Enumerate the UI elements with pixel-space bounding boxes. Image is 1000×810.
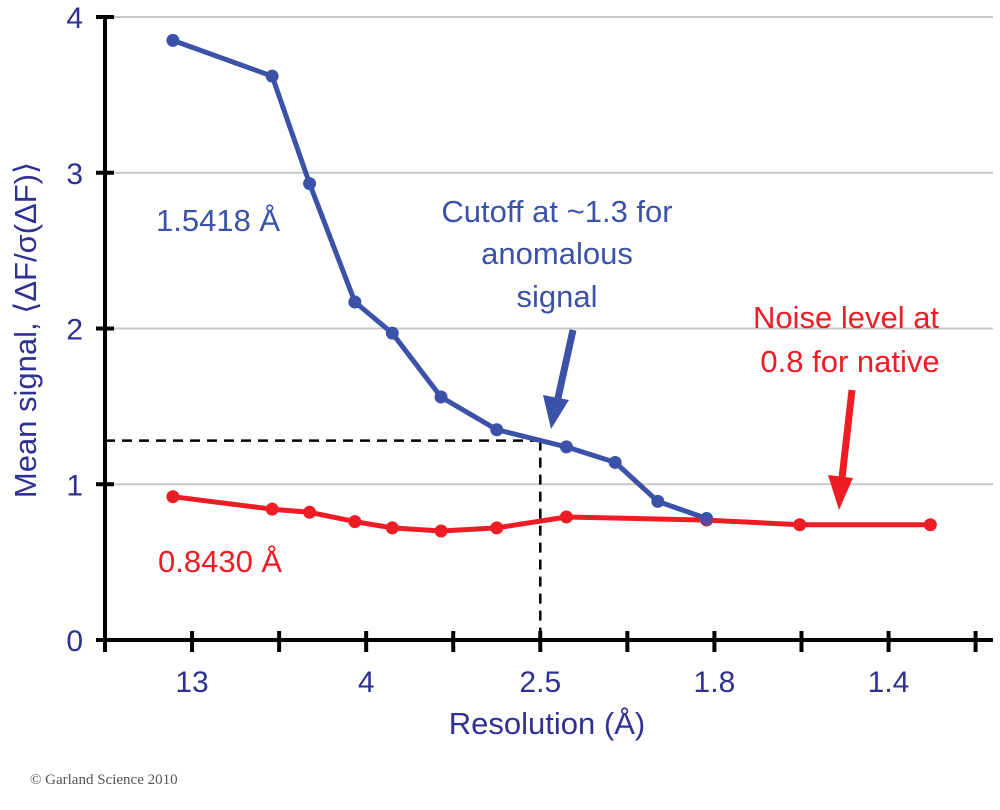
series-point-1-5418--1 xyxy=(265,69,279,83)
series-point-1-5418--3 xyxy=(348,295,362,309)
blue-series-label: 1.5418 Å xyxy=(156,203,280,238)
series-line-0-8430- xyxy=(170,494,933,534)
series-point-1-5418--2 xyxy=(303,177,317,191)
x-tick-label-4: 4 xyxy=(358,666,375,699)
y-tick-label-0: 0 xyxy=(66,625,83,658)
series-point-1-5418--7 xyxy=(559,440,573,454)
cutoff-annotation-line2: anomalous xyxy=(481,236,633,271)
y-axis-title: Mean signal, ⟨ΔF/σ(ΔF)⟩ xyxy=(8,162,43,498)
x-tick-label-1.4: 1.4 xyxy=(868,666,910,699)
series-point-0-8430--5 xyxy=(434,524,448,538)
tick-labels: 0 1 2 3 4 13 4 2.5 1.8 1.4 xyxy=(66,2,909,699)
red-series-label: 0.8430 Å xyxy=(158,544,282,579)
series-point-1-5418--4 xyxy=(385,326,399,340)
cutoff-annotation-line3: signal xyxy=(517,279,598,314)
series-layer xyxy=(166,33,937,538)
y-tick-label-1: 1 xyxy=(66,469,83,502)
x-axis-title: Resolution (Å) xyxy=(449,706,645,741)
series-point-0-8430--2 xyxy=(303,505,317,519)
series-point-1-5418--6 xyxy=(490,423,504,437)
series-point-0-8430--10 xyxy=(923,518,937,532)
x-tick-label-13: 13 xyxy=(175,666,208,699)
series-point-0-8430--7 xyxy=(559,510,573,524)
series-point-1-5418--0 xyxy=(166,33,180,47)
series-point-0-8430--3 xyxy=(348,515,362,529)
series-line-1-5418- xyxy=(170,37,710,521)
series-point-1-5418--9 xyxy=(651,494,665,508)
y-tick-label-2: 2 xyxy=(66,314,83,347)
noise-arrow xyxy=(828,389,856,510)
series-point-0-8430--4 xyxy=(385,521,399,535)
noise-annotation-line1: Noise level at xyxy=(753,300,939,335)
series-point-1-5418--5 xyxy=(434,390,448,404)
y-tick-label-3: 3 xyxy=(66,158,83,191)
series-point-1-5418--10 xyxy=(700,512,714,526)
x-tick-label-2.5: 2.5 xyxy=(519,666,561,699)
y-tick-label-4: 4 xyxy=(66,2,83,35)
noise-annotation-line2: 0.8 for native xyxy=(760,344,939,379)
copyright-text: © Garland Science 2010 xyxy=(30,772,178,788)
series-point-0-8430--0 xyxy=(166,490,180,504)
cutoff-lines xyxy=(105,439,542,640)
series-point-0-8430--1 xyxy=(265,502,279,516)
axes xyxy=(96,15,993,652)
series-point-0-8430--6 xyxy=(490,521,504,535)
x-tick-label-1.8: 1.8 xyxy=(694,666,736,699)
series-point-0-8430--9 xyxy=(793,518,807,532)
series-point-1-5418--8 xyxy=(608,455,622,469)
cutoff-arrow xyxy=(543,329,577,429)
cutoff-annotation-line1: Cutoff at ~1.3 for xyxy=(441,194,672,229)
